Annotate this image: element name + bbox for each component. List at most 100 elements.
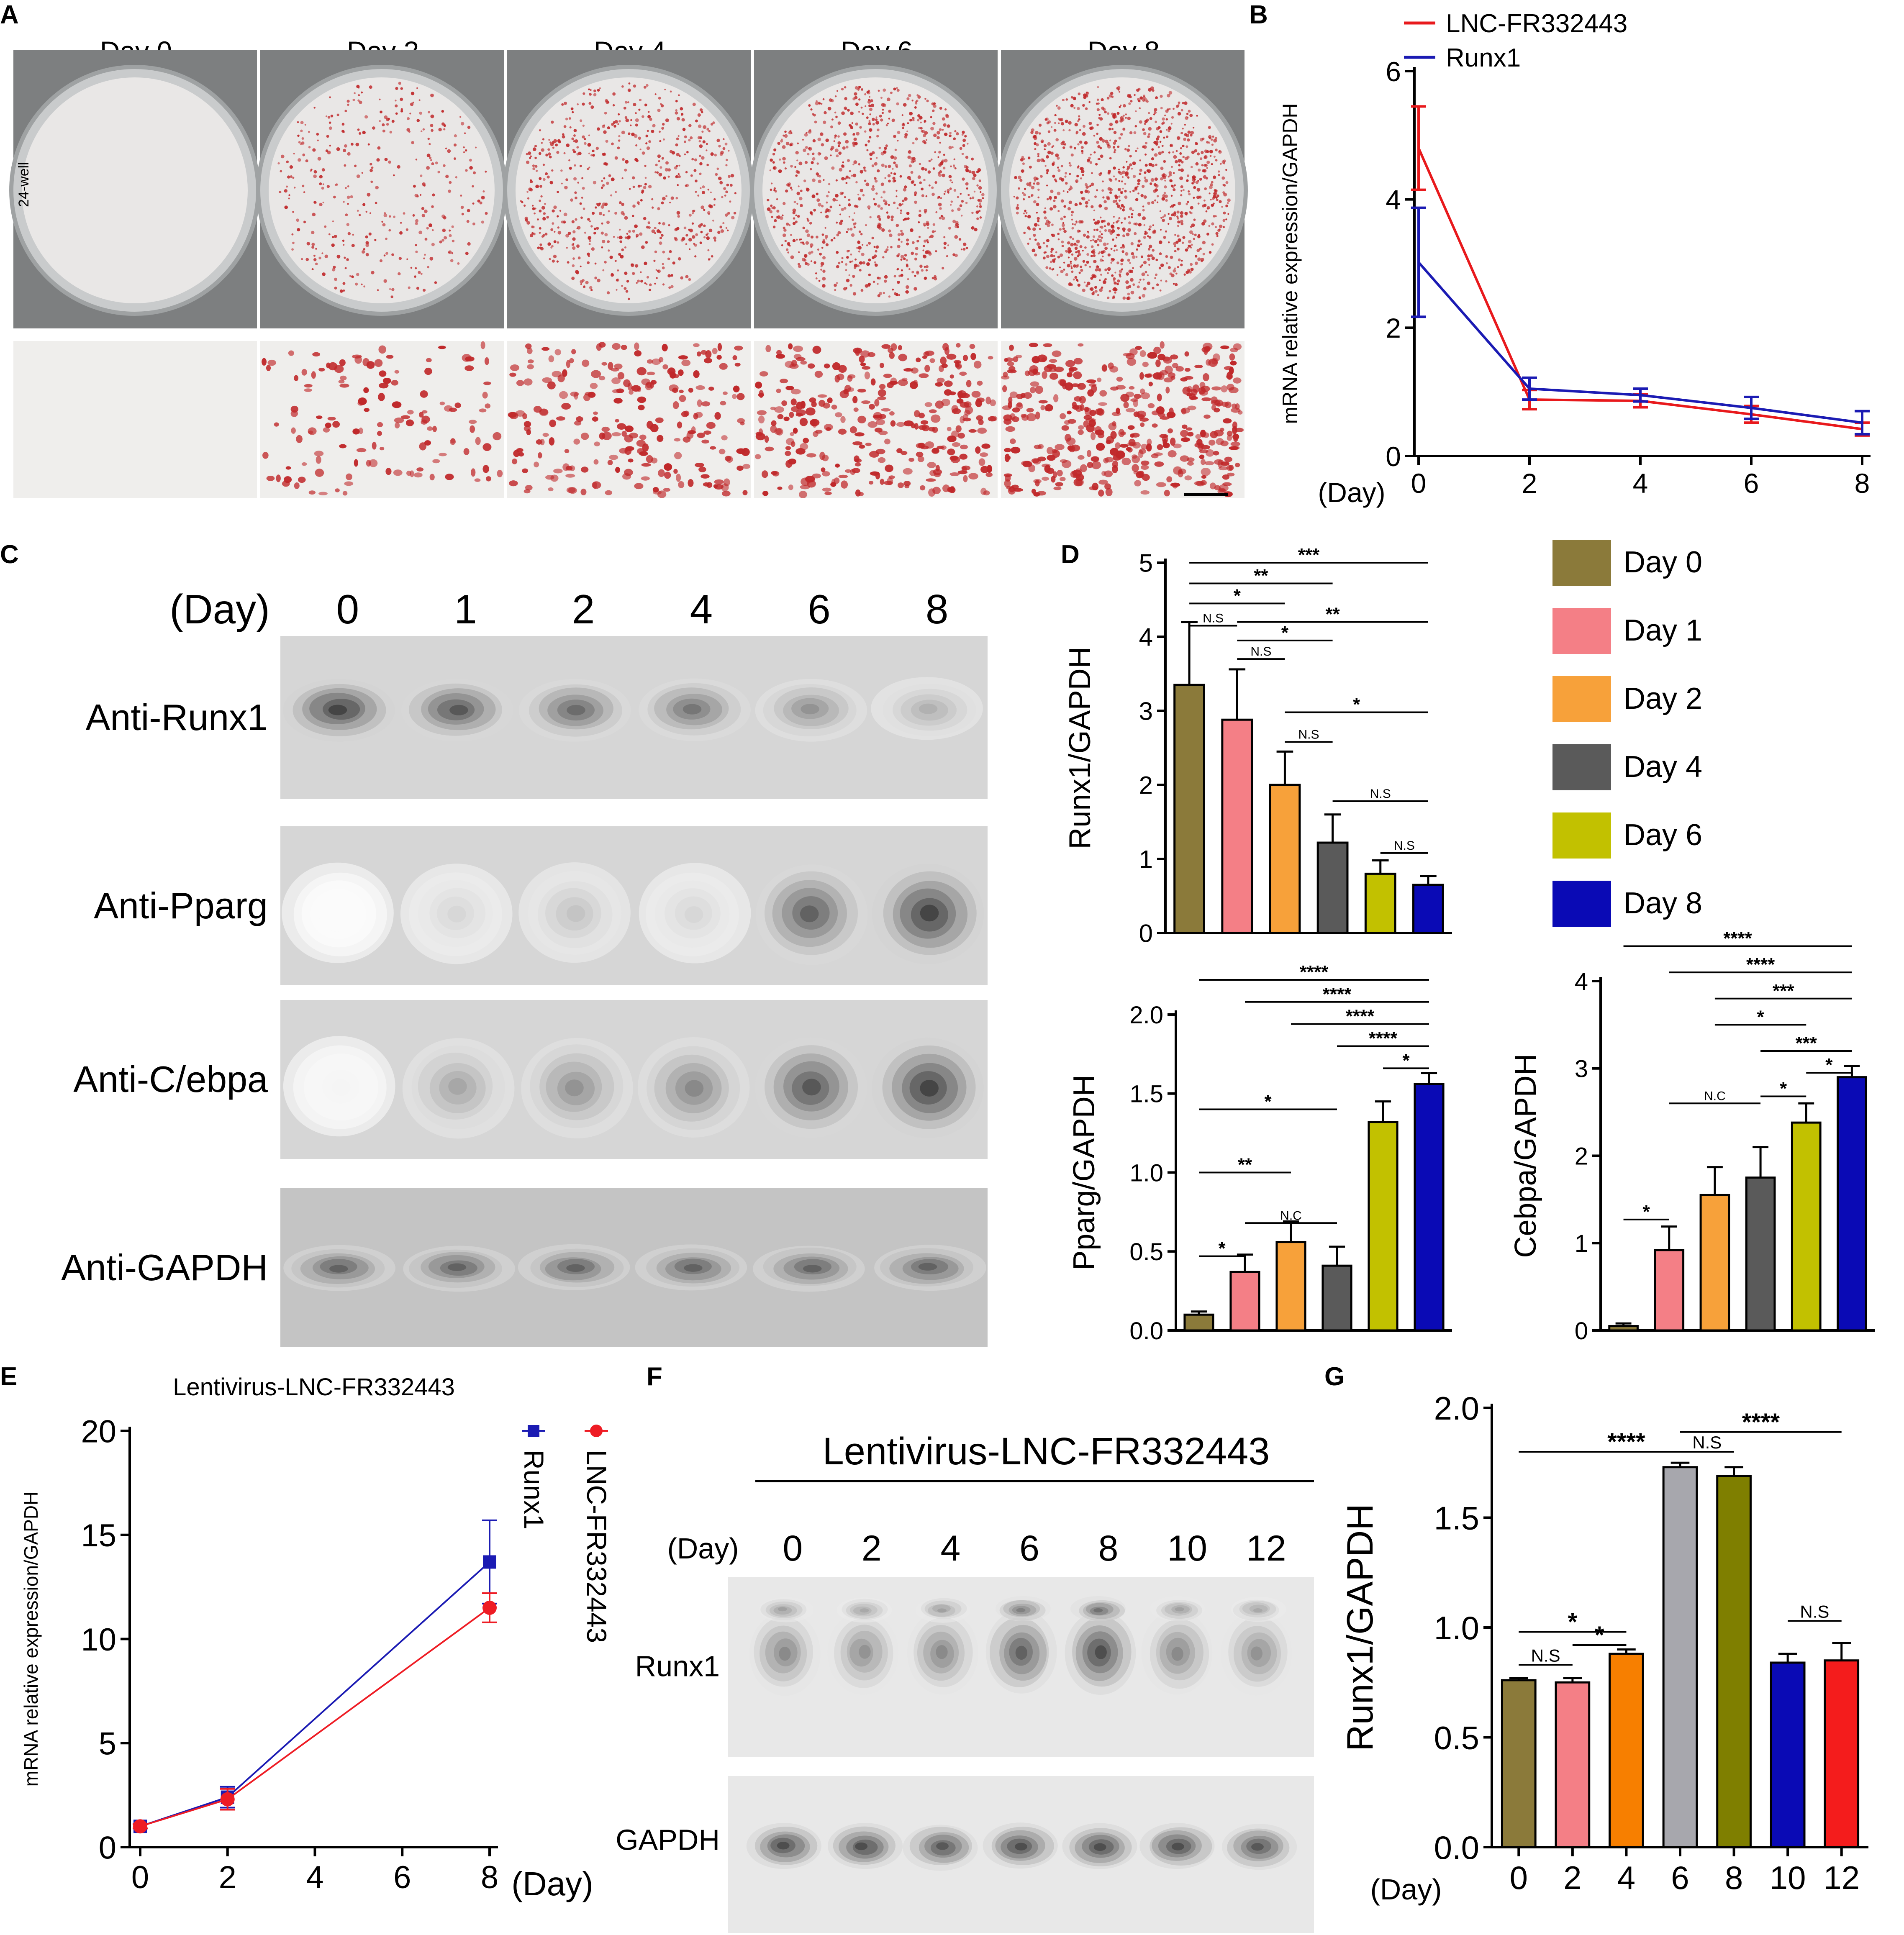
stain-dot	[1194, 233, 1197, 236]
stain-dot	[1208, 141, 1211, 144]
stain-dot	[1075, 221, 1078, 224]
stain-dot	[1180, 109, 1183, 112]
micro-cell	[940, 356, 947, 365]
stain-dot	[860, 170, 864, 174]
stain-dot	[1092, 239, 1095, 241]
stain-dot	[457, 262, 460, 265]
stain-dot	[927, 227, 929, 229]
stain-dot	[621, 202, 624, 206]
stain-dot	[655, 269, 657, 271]
stain-dot	[1036, 182, 1040, 186]
stain-dot	[815, 101, 819, 105]
panel-letter-e: E	[0, 1362, 18, 1391]
stain-dot	[1191, 151, 1195, 154]
micro-cell	[581, 466, 589, 473]
stain-dot	[885, 200, 888, 202]
stain-dot	[389, 215, 391, 218]
stain-dot	[431, 129, 434, 132]
stain-dot	[890, 172, 893, 174]
stain-dot	[1148, 112, 1150, 114]
stain-dot	[896, 87, 898, 89]
y-axis-label: mRNA relative expression/GAPDH	[1278, 103, 1302, 424]
stain-dot	[837, 90, 839, 92]
stain-dot	[849, 170, 851, 172]
stain-dot	[305, 159, 308, 163]
stain-dot	[412, 214, 415, 217]
stain-dot	[1157, 201, 1159, 203]
stain-dot	[418, 271, 421, 274]
micro-cell	[1033, 492, 1040, 497]
stain-dot	[645, 283, 648, 285]
micro-cell	[710, 446, 716, 450]
stain-dot	[848, 177, 851, 179]
stain-dot	[792, 222, 796, 225]
stain-dot	[1095, 163, 1098, 166]
stain-dot	[616, 279, 618, 282]
micro-cell	[1123, 353, 1132, 356]
well-surface	[22, 77, 248, 303]
stain-dot	[526, 160, 530, 164]
stain-dot	[1044, 222, 1048, 226]
stain-dot	[1013, 195, 1015, 197]
stain-dot	[421, 214, 425, 218]
stain-dot	[1153, 111, 1157, 114]
stain-dot	[1109, 139, 1111, 141]
stain-dot	[308, 146, 311, 149]
stain-dot	[900, 274, 903, 277]
stain-dot	[1119, 106, 1121, 108]
stain-dot	[388, 160, 391, 164]
stain-dot	[1072, 223, 1074, 225]
stain-dot	[697, 113, 701, 117]
stain-dot	[819, 175, 821, 178]
stain-dot	[1177, 112, 1181, 116]
stain-dot	[1037, 196, 1040, 199]
stain-dot	[1188, 240, 1192, 243]
stain-dot	[374, 239, 377, 241]
stain-dot	[460, 122, 464, 126]
stain-dot	[699, 108, 703, 112]
stain-dot	[612, 104, 615, 107]
micro-cell	[1073, 371, 1082, 379]
micro-cell	[628, 458, 634, 463]
micro-cell	[1073, 358, 1083, 365]
stain-dot	[1127, 95, 1130, 98]
micro-cell	[831, 479, 836, 487]
well-stain-dots	[520, 82, 736, 300]
x-tick-label: 6	[1671, 1859, 1689, 1896]
stain-dot	[689, 228, 693, 233]
stain-dot	[846, 231, 848, 233]
micro-cell	[1065, 360, 1075, 367]
stain-dot	[1019, 179, 1023, 182]
stain-dot	[654, 93, 657, 95]
stain-dot	[556, 260, 559, 263]
micro-cell	[924, 402, 932, 407]
stain-dot	[769, 169, 771, 172]
stain-dot	[939, 207, 942, 210]
stain-dot	[1099, 279, 1101, 281]
stain-dot	[825, 138, 829, 142]
stain-dot	[1096, 133, 1098, 135]
stain-dot	[349, 275, 352, 277]
stain-dot	[1122, 166, 1125, 169]
stain-dot	[356, 273, 359, 276]
stain-dot	[880, 97, 883, 99]
stain-dot	[304, 124, 306, 126]
stain-dot	[790, 164, 793, 168]
micro-cell	[1147, 438, 1152, 446]
micro-cell	[352, 428, 360, 435]
stain-dot	[1221, 206, 1223, 208]
stain-dot	[830, 154, 832, 156]
micro-cell	[835, 412, 842, 418]
stain-dot	[572, 246, 576, 250]
stain-dot	[848, 198, 851, 201]
blot-lane-label: 2	[862, 1528, 882, 1569]
stain-dot	[1132, 210, 1134, 212]
stain-dot	[1070, 261, 1072, 263]
micro-cell	[1129, 348, 1138, 356]
stain-dot	[1180, 132, 1183, 135]
micro-cell	[1116, 377, 1123, 382]
micro-cell	[942, 484, 950, 492]
micro-cell	[542, 377, 552, 383]
blot-band	[1065, 1611, 1136, 1695]
